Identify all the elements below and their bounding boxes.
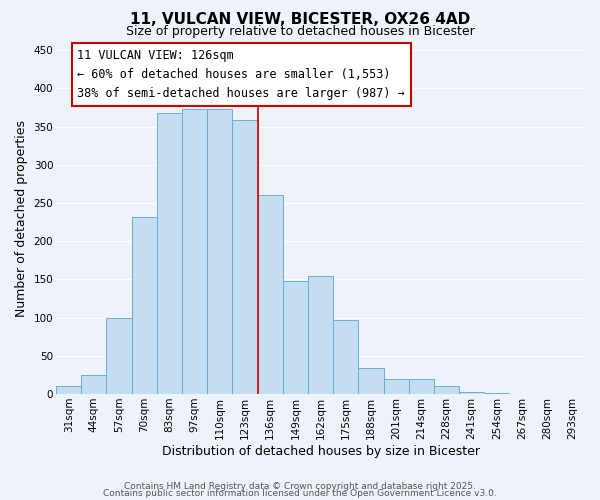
Text: 11 VULCAN VIEW: 126sqm
← 60% of detached houses are smaller (1,553)
38% of semi-: 11 VULCAN VIEW: 126sqm ← 60% of detached…	[77, 48, 405, 100]
Text: 11, VULCAN VIEW, BICESTER, OX26 4AD: 11, VULCAN VIEW, BICESTER, OX26 4AD	[130, 12, 470, 28]
Text: Size of property relative to detached houses in Bicester: Size of property relative to detached ho…	[125, 25, 475, 38]
Text: Contains public sector information licensed under the Open Government Licence v3: Contains public sector information licen…	[103, 489, 497, 498]
Y-axis label: Number of detached properties: Number of detached properties	[15, 120, 28, 317]
Bar	[182, 109, 207, 394]
Bar	[333, 320, 358, 394]
Bar	[131, 216, 157, 394]
Bar	[434, 386, 459, 394]
Bar	[358, 368, 383, 394]
X-axis label: Distribution of detached houses by size in Bicester: Distribution of detached houses by size …	[161, 444, 479, 458]
Bar	[308, 276, 333, 394]
Text: Contains HM Land Registry data © Crown copyright and database right 2025.: Contains HM Land Registry data © Crown c…	[124, 482, 476, 491]
Bar	[283, 281, 308, 394]
Bar	[157, 113, 182, 394]
Bar	[383, 379, 409, 394]
Bar	[207, 109, 232, 394]
Bar	[459, 392, 484, 394]
Bar	[257, 194, 283, 394]
Bar	[106, 318, 131, 394]
Bar	[81, 375, 106, 394]
Bar	[56, 386, 81, 394]
Bar	[409, 379, 434, 394]
Bar	[232, 120, 257, 394]
